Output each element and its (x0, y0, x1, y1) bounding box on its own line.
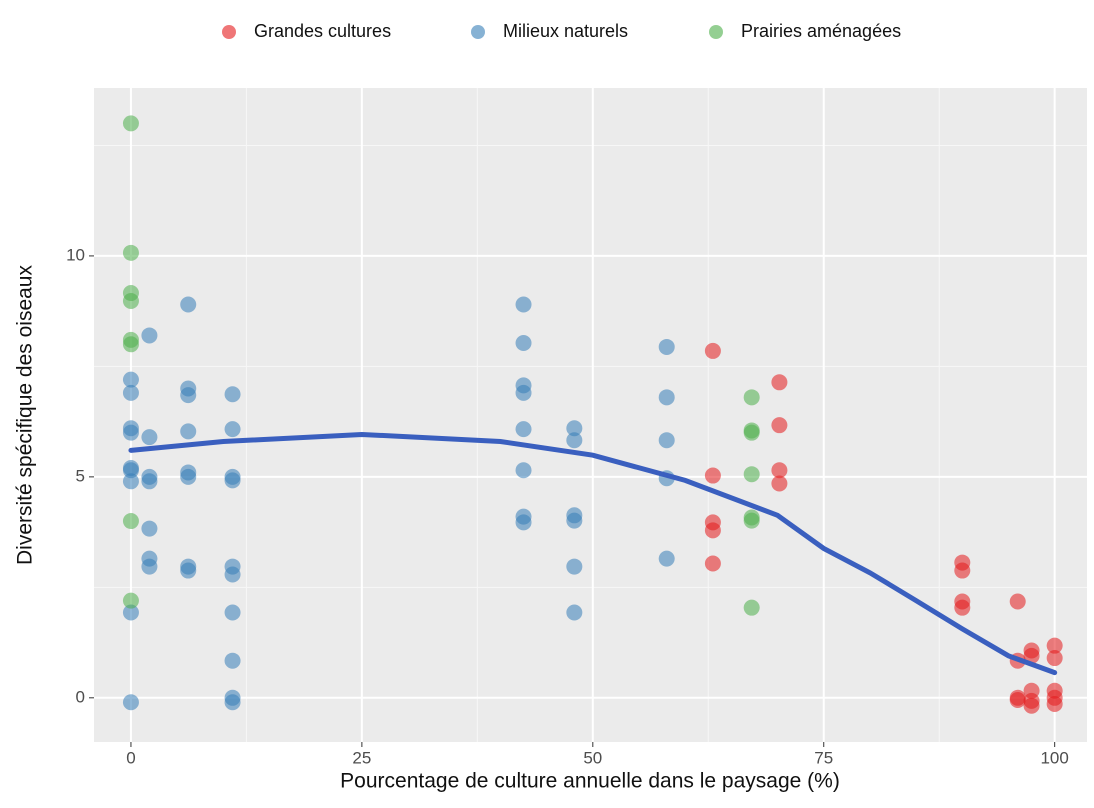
point (743, 424, 760, 441)
point (224, 604, 241, 621)
point (1009, 593, 1026, 610)
point (224, 421, 241, 438)
point (141, 473, 158, 490)
point (224, 694, 241, 711)
point (224, 652, 241, 669)
point (743, 466, 760, 483)
legend-label: Prairies aménagées (741, 21, 901, 41)
point (180, 562, 197, 579)
y-axis-label: Diversité spécifique des oiseaux (14, 265, 37, 565)
smooth-line (128, 431, 1058, 676)
point (771, 417, 788, 434)
point (743, 389, 760, 406)
y-tick-label: 5 (76, 466, 85, 485)
point (1023, 647, 1040, 664)
x-tick-label: 25 (352, 748, 371, 767)
point (122, 513, 139, 530)
point (515, 384, 532, 401)
point (122, 604, 139, 621)
point (771, 374, 788, 391)
y-tick-label: 10 (66, 245, 85, 264)
point (122, 371, 139, 388)
point (771, 475, 788, 492)
point (122, 292, 139, 309)
x-tick-label: 100 (1040, 748, 1068, 767)
legend-label: Grandes cultures (254, 21, 391, 41)
legend-marker (709, 25, 723, 39)
point (566, 432, 583, 449)
point (658, 550, 675, 567)
x-tick-label: 75 (814, 748, 833, 767)
point (658, 389, 675, 406)
point (566, 604, 583, 621)
point (515, 296, 532, 313)
point (566, 420, 583, 437)
point (122, 462, 139, 479)
plot-panel (94, 88, 1087, 742)
point (515, 421, 532, 438)
point (141, 558, 158, 575)
point (704, 522, 721, 539)
x-axis-label: Pourcentage de culture annuelle dans le … (340, 770, 840, 793)
legend-marker (222, 25, 236, 39)
point (954, 599, 971, 616)
point (704, 342, 721, 359)
x-tick-label: 0 (126, 748, 135, 767)
point (743, 599, 760, 616)
point (566, 512, 583, 529)
point (122, 115, 139, 132)
point (566, 558, 583, 575)
point (122, 244, 139, 261)
point (180, 387, 197, 404)
point (658, 338, 675, 355)
point (1009, 692, 1026, 709)
point (515, 462, 532, 479)
point (704, 555, 721, 572)
legend-label: Milieux naturels (503, 21, 628, 41)
point (743, 512, 760, 529)
point (180, 296, 197, 313)
point (1046, 650, 1063, 667)
point (122, 336, 139, 353)
point (658, 432, 675, 449)
point (122, 384, 139, 401)
point (141, 327, 158, 344)
legend-marker (471, 25, 485, 39)
point (224, 386, 241, 403)
point (180, 468, 197, 485)
x-tick-label: 50 (583, 748, 602, 767)
point (771, 462, 788, 479)
y-tick-label: 0 (76, 687, 85, 706)
point (122, 473, 139, 490)
point (515, 514, 532, 531)
point (180, 423, 197, 440)
point (954, 562, 971, 579)
point (122, 424, 139, 441)
point (122, 694, 139, 711)
point (141, 520, 158, 537)
point (1046, 695, 1063, 712)
point (515, 334, 532, 351)
point (1023, 697, 1040, 714)
point (141, 429, 158, 446)
point (224, 472, 241, 489)
point (224, 566, 241, 583)
point (122, 592, 139, 609)
point (1046, 637, 1063, 654)
point (704, 467, 721, 484)
